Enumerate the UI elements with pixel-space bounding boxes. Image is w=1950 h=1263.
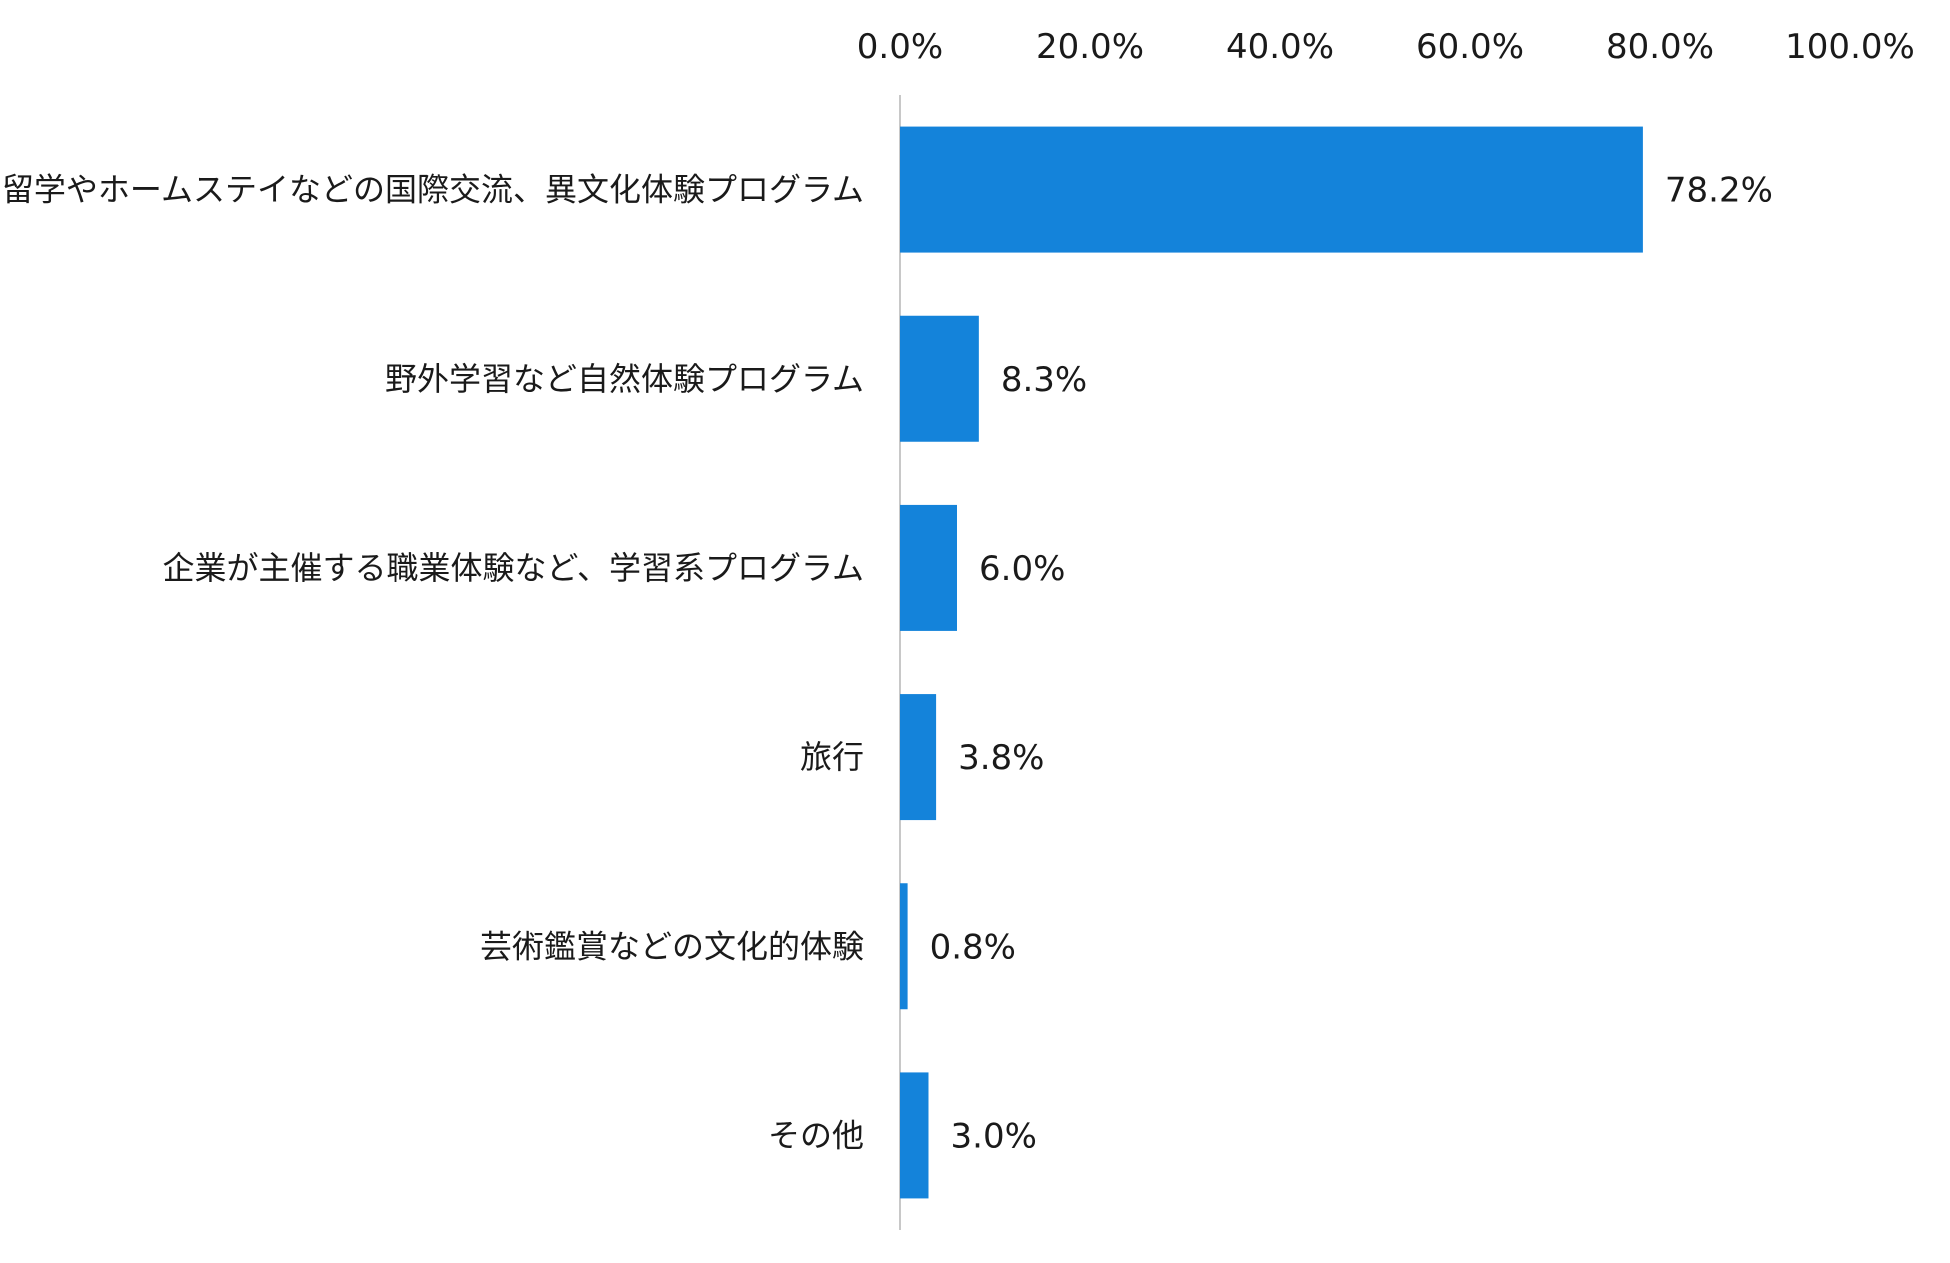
data-label: 6.0% [979,549,1065,589]
data-label: 3.8% [958,738,1044,778]
category-label: 旅行 [800,738,864,776]
data-label: 3.0% [951,1116,1037,1156]
bar [900,315,979,442]
bars [900,126,1643,1199]
bar [900,126,1643,253]
bar [900,694,937,821]
data-label: 0.8% [930,927,1016,967]
x-axis-ticks: 0.0% 20.0% 40.0% 60.0% 80.0% 100.0% [857,27,1915,67]
data-labels: 78.2% 8.3% 6.0% 3.8% 0.8% 3.0% [930,171,1773,1157]
data-label: 8.3% [1001,360,1087,400]
category-label: 留学やホームステイなどの国際交流、異文化体験プログラム [2,171,864,209]
x-tick-label: 80.0% [1606,27,1714,67]
bar [900,1072,929,1199]
category-label: その他 [768,1116,864,1154]
category-label: 芸術鑑賞などの文化的体験 [480,927,864,965]
x-tick-label: 60.0% [1416,27,1524,67]
x-tick-label: 100.0% [1785,27,1915,67]
bar [900,883,908,1010]
x-tick-label: 0.0% [857,27,943,67]
x-tick-label: 20.0% [1036,27,1144,67]
bar [900,504,957,631]
category-label: 野外学習など自然体験プログラム [385,360,864,398]
category-label: 企業が主催する職業体験など、学習系プログラム [163,549,864,587]
category-labels: 留学やホームステイなどの国際交流、異文化体験プログラム野外学習など自然体験プログ… [2,171,864,1155]
data-label: 78.2% [1665,171,1773,211]
x-tick-label: 40.0% [1226,27,1334,67]
